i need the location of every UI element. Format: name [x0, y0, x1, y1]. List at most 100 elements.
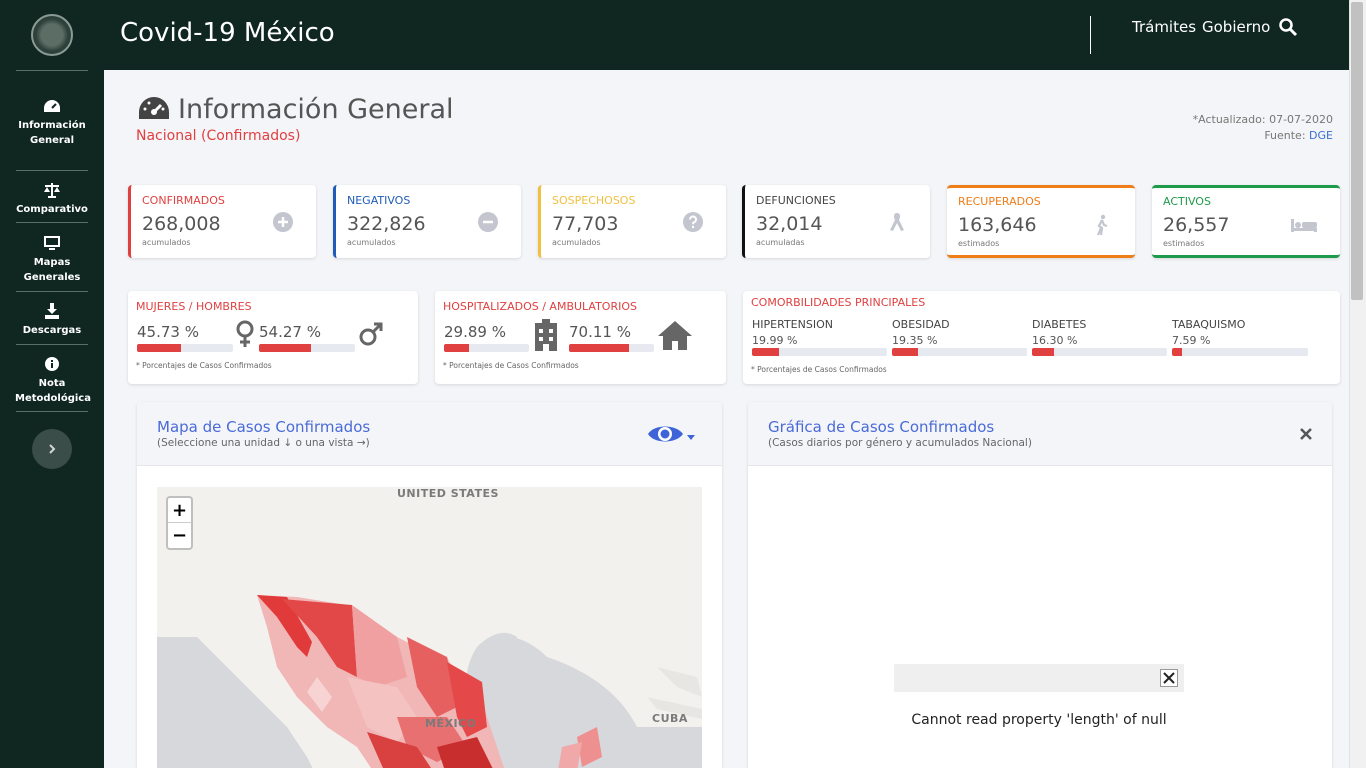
card-note: acumuladas: [756, 238, 805, 247]
comorb-pct: 16.30 %: [1032, 334, 1078, 347]
card-value: 268,008: [142, 213, 221, 235]
sidebar-item-label: Descargas: [22, 325, 82, 336]
chart-title: Gráfica de Casos Confirmados: [768, 418, 995, 436]
map-title: Mapa de Casos Confirmados: [157, 418, 371, 436]
nav-link-gobierno[interactable]: Gobierno: [1202, 18, 1271, 36]
sidebar-expand-button[interactable]: [32, 429, 72, 469]
card-label: RECUPERADOS: [958, 195, 1041, 208]
map-zoom-control: + −: [166, 496, 193, 550]
comorb-label: DIABETES: [1032, 318, 1087, 331]
comorb-bar: [1172, 348, 1308, 356]
map-label-mexico: MÉXICO: [425, 717, 477, 730]
panel-footnote: * Porcentajes de Casos Confirmados: [443, 361, 579, 370]
sidebar-item-mapas-generales[interactable]: Mapas Generales: [0, 235, 104, 285]
card-label: NEGATIVOS: [347, 194, 411, 207]
sidebar-item-nota-metodologica[interactable]: Nota Metodológica: [0, 356, 104, 406]
card-note: acumulados: [142, 238, 191, 247]
comorb-bar-fill: [1172, 348, 1183, 356]
sidebar-item-comparativo[interactable]: Comparativo: [0, 182, 104, 217]
men-bar-fill: [259, 344, 312, 352]
map-subtitle: (Seleccione una unidad ↓ o una vista →): [157, 437, 370, 449]
bed-icon: [1291, 219, 1317, 232]
sidebar-divider: [16, 344, 88, 345]
zoom-in-button[interactable]: +: [168, 498, 191, 523]
close-icon[interactable]: [1299, 427, 1313, 441]
map-panel-header: Mapa de Casos Confirmados (Seleccione un…: [137, 402, 722, 466]
sidebar-item-label: Mapas Generales: [23, 257, 81, 283]
card-note: estimados: [1163, 239, 1205, 248]
hospital-building-icon: [535, 319, 557, 351]
page-subtitle: Nacional (Confirmados): [136, 128, 301, 144]
map-canvas: [157, 487, 702, 768]
speedometer-icon: [139, 97, 169, 119]
card-value: 32,014: [756, 213, 823, 235]
sidebar-item-informacion-general[interactable]: Información General: [0, 98, 104, 148]
error-dialog-bar: [894, 664, 1184, 692]
source-line: Fuente: DGE: [1193, 128, 1333, 144]
card-value: 77,703: [552, 213, 619, 235]
minus-circle-icon: [478, 212, 498, 232]
card-label: CONFIRMADOS: [142, 194, 225, 207]
navbar-divider: [1090, 16, 1091, 54]
house-icon: [658, 321, 692, 350]
card-sospechosos[interactable]: SOSPECHOSOS 77,703 acumulados: [538, 185, 726, 258]
card-activos[interactable]: ACTIVOS 26,557 estimados: [1152, 185, 1340, 258]
search-icon[interactable]: [1278, 17, 1298, 37]
walking-icon: [1096, 214, 1108, 236]
source-prefix: Fuente:: [1264, 129, 1306, 142]
ribbon-icon: [890, 213, 904, 231]
comorb-label: TABAQUISMO: [1172, 318, 1246, 331]
chart-subtitle: (Casos diarios por género y acumulados N…: [768, 437, 1032, 449]
map-panel: Mapa de Casos Confirmados (Seleccione un…: [137, 402, 722, 768]
sidebar-item-label: Comparativo: [16, 204, 88, 215]
card-note: acumulados: [347, 238, 396, 247]
women-pct: 45.73 %: [137, 323, 199, 341]
panel-title: COMORBILIDADES PRINCIPALES: [751, 296, 926, 309]
plus-circle-icon: [273, 212, 293, 232]
choropleth-map[interactable]: UNITED STATES MÉXICO CUBA + −: [157, 487, 702, 768]
updated-date: *Actualizado: 07-07-2020: [1192, 113, 1333, 126]
card-recuperados[interactable]: RECUPERADOS 163,646 estimados: [947, 185, 1135, 258]
comorb-pct: 19.99 %: [752, 334, 798, 347]
sidebar-divider: [16, 411, 88, 412]
hospitalizados-pct: 29.89 %: [444, 323, 506, 341]
card-label: SOSPECHOSOS: [552, 194, 636, 207]
info-icon: [45, 357, 59, 371]
map-label-cuba: CUBA: [652, 712, 688, 725]
app-title[interactable]: Covid-19 México: [120, 18, 335, 48]
nav-link-tramites[interactable]: Trámites: [1132, 18, 1197, 36]
source-link[interactable]: DGE: [1309, 129, 1333, 142]
eye-view-dropdown-icon[interactable]: [647, 420, 699, 448]
card-defunciones[interactable]: DEFUNCIONES 32,014 acumuladas: [742, 185, 930, 258]
women-bar-fill: [137, 344, 181, 352]
ambulatorios-pct: 70.11 %: [569, 323, 631, 341]
panel-footnote: * Porcentajes de Casos Confirmados: [751, 365, 887, 374]
error-message: Cannot read property 'length' of null: [911, 712, 1167, 728]
comorb-bar-fill: [752, 348, 779, 356]
sidebar-divider: [16, 291, 88, 292]
men-pct: 54.27 %: [259, 323, 321, 341]
hospitalizados-bar: [444, 344, 529, 352]
close-icon[interactable]: [1160, 669, 1178, 687]
card-note: acumulados: [552, 238, 601, 247]
scrollbar-thumb[interactable]: [1351, 2, 1363, 300]
ambulatorios-bar-fill: [569, 344, 629, 352]
panel-mujeres-hombres: MUJERES / HOMBRES 45.73 % 54.27 % * Porc…: [128, 291, 418, 384]
card-negativos[interactable]: NEGATIVOS 322,826 acumulados: [333, 185, 521, 258]
sidebar: Información General Comparativo Mapas Ge…: [0, 0, 104, 768]
map-label-united-states: UNITED STATES: [397, 487, 499, 500]
page-title: Información General: [178, 94, 454, 125]
comorb-label: OBESIDAD: [892, 318, 950, 331]
sidebar-item-descargas[interactable]: Descargas: [0, 303, 104, 338]
comorb-bar: [1032, 348, 1167, 356]
zoom-out-button[interactable]: −: [171, 525, 188, 546]
balance-scale-icon: [44, 183, 60, 198]
chevron-right-icon: [49, 444, 56, 454]
card-confirmados[interactable]: CONFIRMADOS 268,008 acumulados: [128, 185, 316, 258]
card-value: 163,646: [958, 214, 1037, 236]
comorb-bar: [892, 348, 1027, 356]
sidebar-item-label: Información General: [18, 120, 86, 146]
top-navbar: Covid-19 México Trámites Gobierno: [104, 0, 1349, 70]
update-info: *Actualizado: 07-07-2020 Fuente: DGE: [1193, 112, 1333, 144]
card-value: 322,826: [347, 213, 426, 235]
